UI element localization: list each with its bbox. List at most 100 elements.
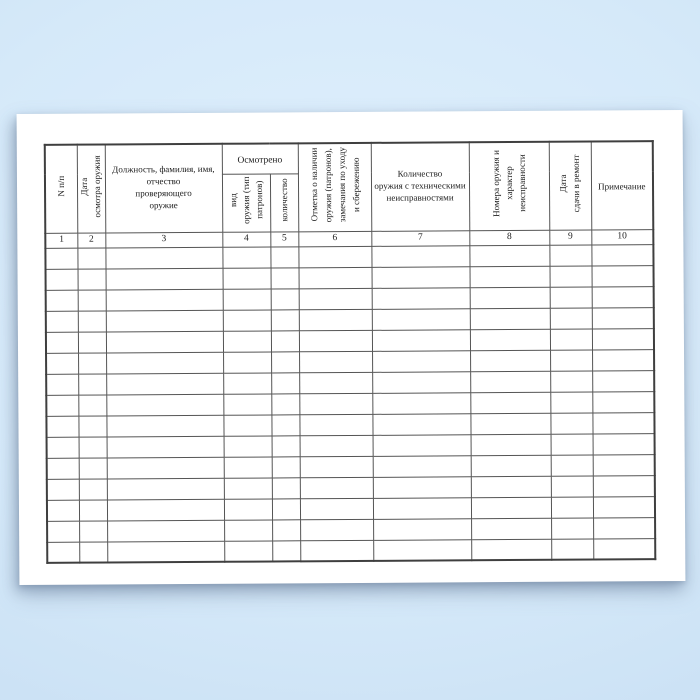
empty-cell — [469, 307, 550, 330]
empty-cell — [46, 457, 79, 479]
empty-cell — [45, 289, 78, 311]
empty-cell — [222, 309, 271, 331]
empty-cell — [372, 371, 471, 393]
group-header-osmotreno: Осмотрено — [221, 143, 298, 174]
empty-cell — [105, 288, 223, 311]
empty-cell — [592, 370, 655, 392]
col-header-note: Примечание — [590, 141, 654, 230]
column-number-cell: 7 — [371, 230, 470, 246]
empty-cell — [270, 288, 299, 310]
empty-cell — [549, 328, 593, 350]
empty-cell — [373, 518, 472, 540]
column-number-cell: 1 — [45, 232, 78, 248]
empty-cell — [469, 265, 550, 288]
empty-cell — [106, 372, 224, 395]
empty-cell — [77, 310, 106, 332]
empty-cell — [298, 308, 372, 331]
empty-cell — [223, 435, 272, 457]
col-header-faulty-count: Количество оружия с техническими неиспра… — [370, 142, 470, 231]
column-number-cell: 5 — [270, 231, 299, 247]
empty-cell — [106, 393, 224, 416]
empty-cell — [45, 268, 78, 290]
empty-cell — [471, 517, 552, 540]
empty-cell — [223, 351, 272, 373]
empty-cell — [373, 539, 472, 561]
empty-cell — [77, 247, 106, 269]
empty-cell — [550, 475, 593, 497]
empty-cell — [223, 372, 272, 394]
empty-cell — [270, 246, 299, 268]
empty-cell — [592, 496, 656, 518]
empty-cell — [78, 373, 107, 395]
col-header-weapon-type: вид оружия (тип патронов) — [221, 173, 271, 232]
empty-cell — [224, 519, 273, 541]
empty-cell — [46, 478, 79, 500]
empty-cell — [299, 497, 374, 520]
empty-cell — [591, 265, 654, 287]
empty-cell — [223, 477, 272, 499]
empty-cell — [593, 517, 656, 539]
empty-cell — [551, 538, 594, 560]
empty-cell — [272, 540, 301, 562]
col-header-n-label: N п/п — [55, 176, 66, 197]
empty-cell — [46, 394, 79, 416]
empty-cell — [271, 414, 300, 436]
empty-cell — [469, 328, 551, 351]
empty-cell — [592, 412, 655, 434]
empty-cell — [78, 457, 107, 479]
empty-cell — [271, 393, 300, 415]
col-header-weapon-type-label: вид оружия (тип патронов) — [227, 176, 264, 224]
empty-cell — [549, 307, 592, 329]
empty-cell — [470, 412, 551, 435]
col-header-repair-date: Дата сдачи в ремонт — [548, 141, 592, 230]
empty-cell — [550, 391, 593, 413]
empty-cell — [298, 266, 372, 289]
empty-cell — [78, 436, 107, 458]
empty-cell — [550, 370, 593, 392]
empty-cell — [105, 309, 223, 332]
empty-cell — [470, 475, 551, 498]
empty-cell — [471, 538, 552, 561]
empty-cell — [78, 415, 107, 437]
empty-cell — [591, 307, 654, 329]
empty-cell — [46, 415, 79, 437]
empty-cell — [372, 392, 471, 414]
empty-cell — [591, 286, 654, 308]
empty-cell — [77, 268, 106, 290]
column-number-cell: 6 — [298, 230, 372, 247]
empty-cell — [372, 497, 472, 519]
document-page: N п/п Дата осмотра оружия Должность, фам… — [16, 109, 686, 586]
empty-cell — [371, 308, 470, 330]
empty-cell — [591, 244, 654, 266]
empty-cell — [298, 287, 372, 310]
column-number-cell: 3 — [105, 231, 223, 248]
empty-cell — [47, 541, 80, 563]
empty-cell — [470, 433, 551, 456]
empty-cell — [550, 454, 593, 476]
empty-cell — [45, 331, 79, 353]
empty-cell — [591, 328, 655, 350]
empty-cell — [470, 370, 551, 393]
empty-cell — [77, 331, 107, 353]
col-header-n: N п/п — [44, 144, 78, 233]
empty-cell — [46, 373, 79, 395]
empty-cell — [107, 540, 225, 563]
empty-cell — [270, 309, 299, 331]
empty-cell — [78, 352, 107, 374]
col-header-inspection-date-label: Дата осмотра оружия — [78, 155, 103, 218]
empty-cell — [46, 499, 80, 521]
empty-cell — [469, 244, 550, 267]
col-header-faulty-count-label: Количество оружия с техническими неиспра… — [374, 168, 466, 204]
empty-cell — [105, 267, 223, 290]
empty-cell — [106, 498, 225, 521]
empty-cell — [106, 456, 224, 479]
empty-cell — [299, 455, 373, 478]
group-header-osmotreno-label: Осмотрено — [237, 155, 283, 166]
empty-cell — [223, 498, 273, 520]
empty-cell — [223, 393, 272, 415]
empty-cell — [371, 287, 470, 309]
empty-cell — [470, 391, 551, 414]
empty-cell — [470, 454, 551, 477]
col-header-weapon-numbers: Номера оружия и характер неисправности — [468, 141, 550, 231]
empty-cell — [592, 349, 655, 371]
